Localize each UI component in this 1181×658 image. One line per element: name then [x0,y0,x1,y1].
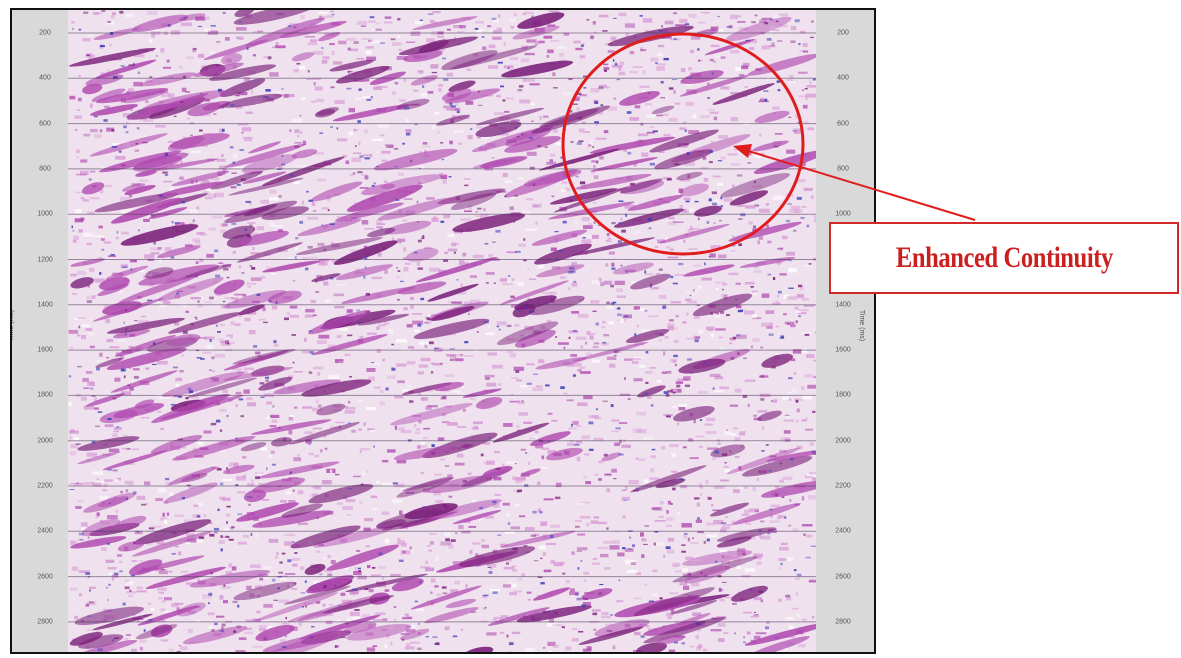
right-tick-label: 1800 [835,391,851,399]
left-tick-label: 1200 [37,256,53,263]
callout-label: Enhanced Continuity [895,241,1113,274]
seismic-figure: 200 400 600 800 1000 1200 1400 1600 1800 2000 2200… [10,8,876,654]
right-tick-label: 200 [837,29,849,37]
left-tick-label: 600 [39,120,51,128]
right-tick-label: 400 [837,74,849,82]
right-tick-label: 2200 [835,482,851,490]
seismic-image [68,10,818,652]
right-axis-title: Time (ms) [858,309,866,342]
left-tick-label: 2400 [37,527,53,535]
left-tick-label: 800 [39,165,51,173]
right-tick-label: 1600 [835,346,851,354]
left-time-axis: 200 400 600 800 1000 1200 1400 1600 1800 2000 2200… [12,10,68,652]
right-tick-label: 2600 [835,573,851,581]
left-tick-label: 1600 [37,346,53,354]
right-tick-label: 1000 [835,210,851,218]
left-tick-label: 1800 [37,391,53,399]
left-tick-label: 2200 [37,482,53,490]
right-tick-label: 1400 [835,301,851,309]
right-tick-label: 2800 [835,618,851,626]
right-time-axis: 2004006008001000120014001600180020002200… [816,10,874,652]
callout-box: Enhanced Continuity [829,222,1179,294]
left-tick-label: 2600 [37,573,53,581]
left-tick-label: 1400 [37,301,53,309]
seismic-section [68,10,818,652]
left-tick-label: 200 [39,29,51,37]
left-tick-label: 400 [39,74,51,82]
left-tick-label: 2000 [37,437,53,445]
right-tick-label: 600 [837,120,849,128]
left-tick-label: 1000 [37,210,53,218]
right-tick-label: 2400 [835,527,851,535]
left-axis-title: Time (ms) [10,309,16,342]
right-tick-label: 800 [837,165,849,173]
left-tick-label: 2800 [37,618,53,626]
right-tick-label: 2000 [835,437,851,445]
